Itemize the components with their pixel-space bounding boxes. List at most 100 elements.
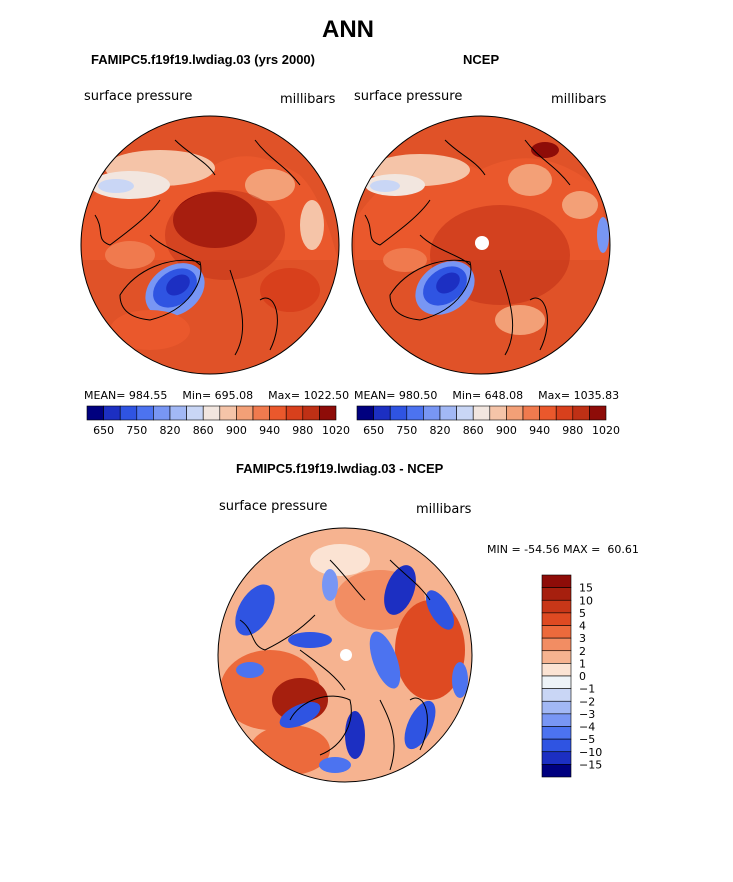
panel1-colorbar-tick-label: 980 [292,424,313,437]
panel1-colorbar-swatch [103,405,121,421]
panel3-colorbar-swatch [541,574,572,588]
panel3-colorbar-swatch [541,637,572,652]
panel3-colorbar-tick-label: −5 [579,733,595,746]
panel3-colorbar-swatch [541,599,572,614]
panel1-colorbar-swatch [86,405,104,421]
panel2-min-label: Min= [452,389,482,402]
panel3-colorbar-swatch [541,587,572,601]
panel2-mean-value: 980.50 [398,389,438,402]
panel2-colorbar-tick-label: 820 [430,424,451,437]
panel2-colorbar-swatch [423,405,441,421]
panel1-max-value: 1022.50 [303,389,350,402]
panel3-colorbar-swatch [541,650,572,664]
panel2-colorbar-swatch [539,405,557,421]
panel3-colorbar-tick-label: −10 [579,746,602,759]
panel1-mean-value: 984.55 [128,389,168,402]
panel2-colorbar-swatch [489,405,507,421]
panel3-colorbar-swatch [541,751,572,765]
panel1-colorbar-swatch [285,405,304,421]
panel2-colorbar-swatch [373,405,391,421]
panel2-stats: MEAN= 980.50 Min= 648.08 Max= 1035.83 [354,389,619,402]
panel1-min-value: 695.08 [214,389,254,402]
panel1-title: FAMIPC5.f19f19.lwdiag.03 (yrs 2000) [91,52,315,67]
panel1-colorbar-tick-label: 650 [93,424,114,437]
panel3-range-text: MIN = -54.56 MAX = 60.61 [487,543,639,556]
panel2-colorbar-swatch [356,405,374,421]
panel3-pole-hole [340,649,352,661]
panel3-units-label: millibars [416,502,472,517]
panel2-colorbar: 650 750 820 860 900 940 980 1020 [356,405,620,437]
panel2-colorbar-tick-label: 860 [463,424,484,437]
panel1-colorbar-swatch [202,405,221,421]
panel1-map [80,115,340,375]
panel3-colorbar-tick-label: 2 [579,645,586,658]
panel1-colorbar-swatch [252,405,270,421]
panel1-colorbar-swatch [119,405,138,421]
panel2-min-value: 648.08 [484,389,524,402]
panel2-colorbar-swatch [522,405,540,421]
panel3-colorbar-tick-label: −3 [579,708,595,721]
panel2-colorbar-swatch [439,405,457,421]
panel3-colorbar-swatch [541,675,572,689]
panel3-colorbar-tick-label: −15 [579,758,602,771]
panel3-colorbar-swatch [541,612,572,626]
panel3-colorbar-tick-label: 10 [579,594,593,607]
panel2-colorbar-tick-label: 900 [496,424,517,437]
panel3-colorbar-swatch [541,738,572,753]
panel3-colorbar-tick-label: 4 [579,620,586,633]
panel1-max-label: Max= [268,389,301,402]
panel3-colorbar-tick-label: 0 [579,670,586,683]
panel1-colorbar-swatch [236,405,254,421]
panel1-colorbar-swatch [153,405,171,421]
panel1-colorbar-swatch [186,405,204,421]
panel2-title: NCEP [463,52,500,67]
panel2-max-label: Max= [538,389,571,402]
panel2-colorbar-swatch [472,405,491,421]
figure-title: ANN [322,16,374,43]
panel2-max-value: 1035.83 [573,389,620,402]
panel2-colorbar-tick-label: 750 [396,424,417,437]
panel1-colorbar-swatch [302,405,320,421]
panel1-mean-label: MEAN= [84,389,126,402]
panel1-colorbar-swatch [269,405,287,421]
panel2-colorbar-tick-label: 1020 [592,424,620,437]
panel2-colorbar-swatch [589,405,607,421]
panel2-map [351,115,611,375]
panel2-colorbar-swatch [555,405,574,421]
panel3-colorbar-swatch [541,713,572,727]
panel3-colorbar-tick-label: 3 [579,632,586,645]
panel1-colorbar-tick-label: 860 [193,424,214,437]
panel1-colorbar-tick-label: 1020 [322,424,350,437]
panel2-colorbar-swatch [572,405,590,421]
panel3-map [217,527,473,783]
panel1-colorbar-tick-label: 750 [126,424,147,437]
panel3-colorbar-tick-label: 15 [579,582,593,595]
panel1-colorbar-tick-label: 940 [259,424,280,437]
panel3-colorbar-tick-label: −4 [579,721,595,734]
panel3-colorbar-swatch [541,688,572,702]
panel1-colorbar-swatch [319,405,337,421]
panel3-colorbar-swatch [541,764,572,778]
panel3-colorbar-tick-label: −2 [579,695,595,708]
panel2-variable-label: surface pressure [354,89,463,104]
panel2-colorbar-tick-label: 940 [529,424,550,437]
panel3-colorbar-swatch [541,700,572,715]
panel3-colorbar-swatch [541,663,572,677]
panel2-mean-label: MEAN= [354,389,396,402]
panel3-colorbar-tick-label: −1 [579,683,595,696]
panel2-colorbar-tick-label: 980 [562,424,583,437]
panel3-colorbar-swatch [541,726,572,740]
panel1-colorbar-swatch [169,405,187,421]
panel2-colorbar-tick-label: 650 [363,424,384,437]
panel3-variable-label: surface pressure [219,499,328,514]
panel3-title: FAMIPC5.f19f19.lwdiag.03 - NCEP [236,461,444,476]
panel1-colorbar-swatch [219,405,237,421]
panel2-colorbar-swatch [406,405,424,421]
panel3-colorbar-tick-label: 1 [579,657,586,670]
panel3-colorbar-tick-label: 5 [579,607,586,620]
panel2-colorbar-swatch [506,405,524,421]
panel2-units-label: millibars [551,92,607,107]
panel1-colorbar-tick-label: 900 [226,424,247,437]
panel3-colorbar-swatch [541,625,572,639]
